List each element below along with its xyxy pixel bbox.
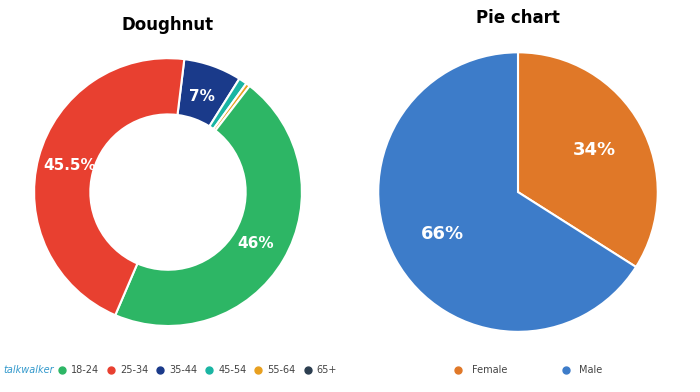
Text: Male: Male — [579, 365, 602, 376]
Wedge shape — [214, 83, 250, 131]
Text: 25-34: 25-34 — [120, 365, 148, 376]
Title: Doughnut: Doughnut — [122, 16, 214, 34]
Wedge shape — [378, 52, 636, 332]
Text: 35-44: 35-44 — [169, 365, 197, 376]
Wedge shape — [178, 59, 239, 126]
Text: 7%: 7% — [189, 89, 215, 104]
Text: 65+: 65+ — [316, 365, 337, 376]
Text: 45.5%: 45.5% — [43, 158, 96, 173]
Wedge shape — [116, 86, 302, 326]
Text: talkwalker: talkwalker — [4, 365, 55, 376]
Text: 66%: 66% — [421, 225, 463, 243]
Wedge shape — [209, 79, 246, 129]
Wedge shape — [518, 52, 658, 267]
Text: 34%: 34% — [573, 142, 615, 159]
Text: Female: Female — [472, 365, 507, 376]
Text: 46%: 46% — [237, 236, 274, 251]
Wedge shape — [34, 58, 184, 315]
Text: 45-54: 45-54 — [218, 365, 246, 376]
Text: 55-64: 55-64 — [267, 365, 296, 376]
Text: 18-24: 18-24 — [71, 365, 99, 376]
Title: Pie chart: Pie chart — [476, 9, 560, 27]
